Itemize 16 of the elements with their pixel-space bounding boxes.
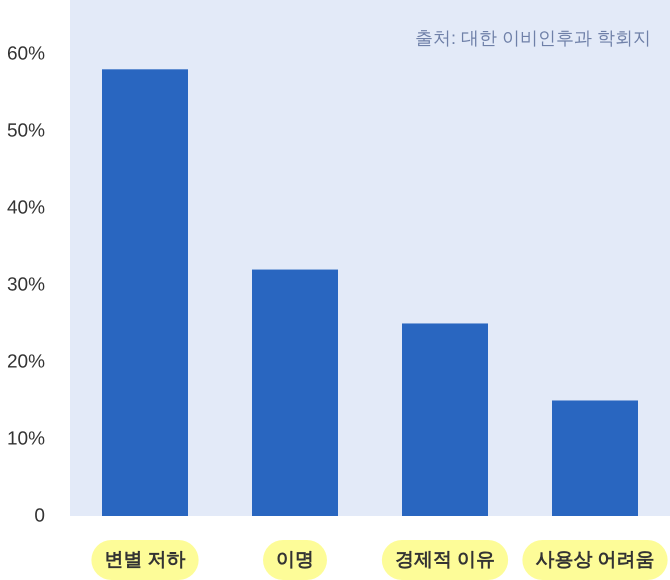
- y-tick-label: 10%: [6, 428, 46, 450]
- x-tick-label: 변별 저하: [104, 550, 186, 570]
- bar: [102, 69, 188, 516]
- annotation: 출처: 대한 이비인후과 학회지: [414, 28, 651, 48]
- y-tick-label: 30%: [6, 274, 46, 296]
- x-tick-label: 이명: [276, 550, 314, 570]
- y-tick-label: 40%: [6, 197, 46, 218]
- bar: [552, 400, 638, 516]
- y-tick-label: 20%: [6, 351, 46, 372]
- y-tick-label: 50%: [6, 120, 46, 142]
- y-tick-label: 0: [34, 506, 45, 526]
- x-tick-label: 경제적 이유: [394, 550, 496, 570]
- y-tick-label: 60%: [6, 43, 46, 64]
- x-tick-label: 사용상 어려움: [535, 550, 655, 570]
- bar: [252, 270, 338, 516]
- bar: [402, 323, 488, 516]
